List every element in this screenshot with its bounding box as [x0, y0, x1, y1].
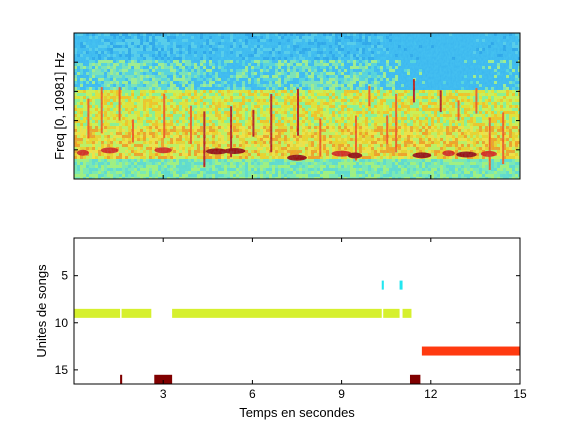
spectrogram-panel: Freq [0, 10981] Hz [52, 32, 521, 180]
